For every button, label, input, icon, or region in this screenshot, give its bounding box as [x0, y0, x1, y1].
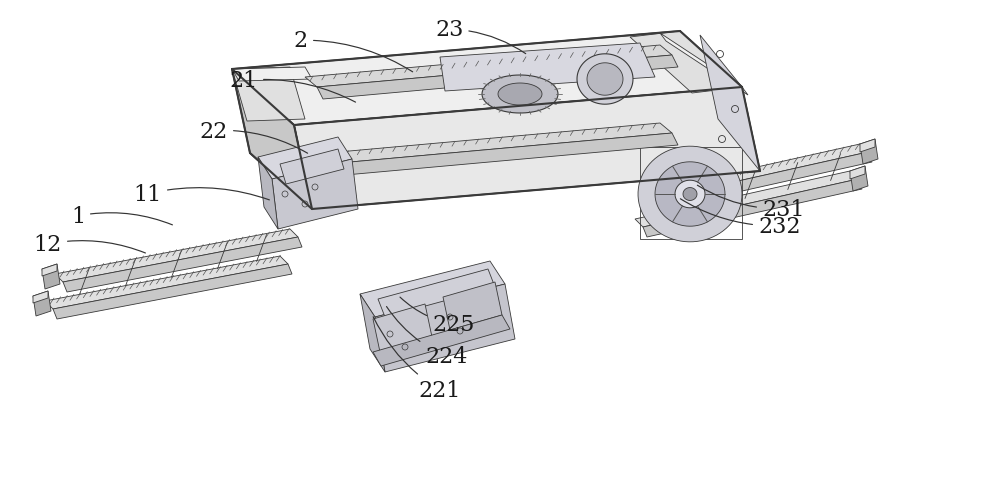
- Polygon shape: [55, 229, 298, 283]
- Polygon shape: [305, 124, 672, 166]
- Polygon shape: [482, 76, 558, 114]
- Polygon shape: [443, 283, 502, 330]
- Polygon shape: [498, 84, 542, 106]
- Text: 22: 22: [200, 120, 308, 154]
- Polygon shape: [373, 305, 432, 352]
- Polygon shape: [258, 158, 278, 229]
- Polygon shape: [655, 162, 725, 227]
- Polygon shape: [45, 257, 288, 310]
- Polygon shape: [675, 181, 705, 208]
- Polygon shape: [232, 68, 312, 82]
- Polygon shape: [638, 147, 742, 242]
- Polygon shape: [42, 265, 57, 277]
- Polygon shape: [700, 36, 760, 172]
- Text: 21: 21: [230, 70, 356, 103]
- Polygon shape: [232, 70, 312, 209]
- Polygon shape: [440, 44, 655, 92]
- Text: 2: 2: [294, 30, 413, 73]
- Polygon shape: [630, 32, 742, 94]
- Text: 231: 231: [697, 186, 804, 220]
- Polygon shape: [317, 56, 678, 100]
- Polygon shape: [378, 270, 495, 317]
- Text: 225: 225: [400, 298, 474, 336]
- Polygon shape: [850, 167, 868, 191]
- Text: 12: 12: [34, 233, 145, 256]
- Polygon shape: [653, 153, 872, 210]
- Polygon shape: [53, 265, 292, 319]
- Text: 23: 23: [435, 19, 526, 55]
- Polygon shape: [860, 140, 878, 165]
- Polygon shape: [232, 68, 305, 122]
- Polygon shape: [360, 295, 385, 372]
- Text: 1: 1: [71, 205, 172, 227]
- Polygon shape: [660, 34, 748, 96]
- Text: 221: 221: [373, 317, 460, 401]
- Polygon shape: [33, 292, 51, 316]
- Polygon shape: [250, 118, 760, 207]
- Polygon shape: [375, 285, 515, 372]
- Polygon shape: [63, 237, 302, 293]
- Polygon shape: [33, 292, 48, 304]
- Polygon shape: [645, 145, 868, 200]
- Polygon shape: [577, 55, 633, 105]
- Polygon shape: [305, 46, 672, 88]
- Polygon shape: [232, 32, 742, 126]
- Polygon shape: [850, 167, 865, 180]
- Text: 232: 232: [680, 199, 800, 237]
- Polygon shape: [272, 160, 358, 229]
- Text: 11: 11: [134, 183, 269, 205]
- Polygon shape: [258, 138, 352, 180]
- Polygon shape: [373, 315, 510, 366]
- Polygon shape: [42, 265, 60, 290]
- Polygon shape: [643, 180, 862, 237]
- Polygon shape: [280, 150, 344, 185]
- Polygon shape: [587, 64, 623, 96]
- Polygon shape: [635, 172, 858, 227]
- Polygon shape: [294, 88, 760, 209]
- Text: 224: 224: [387, 307, 467, 368]
- Polygon shape: [683, 188, 697, 201]
- Polygon shape: [317, 134, 678, 178]
- Polygon shape: [860, 140, 875, 153]
- Polygon shape: [360, 262, 505, 317]
